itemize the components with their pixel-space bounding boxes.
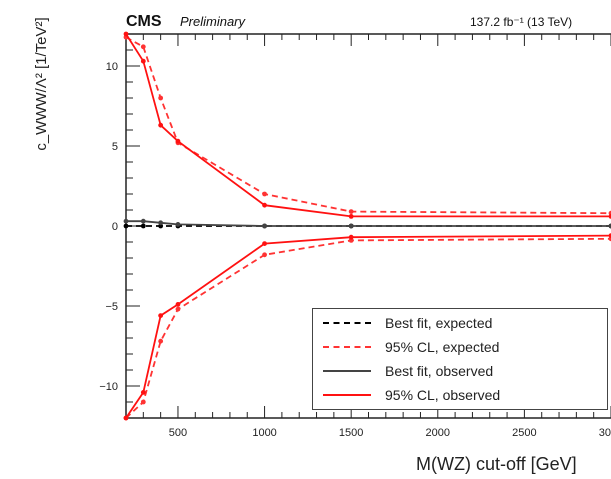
x-axis-label: M(WZ) cut-off [GeV] bbox=[416, 454, 577, 474]
series-point bbox=[158, 220, 164, 226]
series-point bbox=[262, 202, 267, 208]
series-point bbox=[262, 223, 267, 229]
series-point bbox=[158, 122, 164, 128]
series-point bbox=[140, 44, 146, 50]
series-point bbox=[348, 223, 354, 229]
legend-item-best-fit-expected: Best fit, expected bbox=[323, 313, 492, 333]
x-tick-label: 3000 bbox=[599, 427, 611, 439]
y-tick-label: −5 bbox=[105, 301, 118, 313]
y-axis-label: c_WWW/Λ² [1/TeV²] bbox=[33, 17, 50, 150]
legend: Best fit, expected 95% CL, expected Best… bbox=[312, 308, 608, 410]
series-point bbox=[175, 306, 181, 312]
legend-swatch bbox=[323, 346, 371, 348]
labels-group: CMS Preliminary 137.2 fb⁻¹ (13 TeV) M(WZ… bbox=[33, 13, 577, 474]
x-tick-label: 1000 bbox=[252, 427, 276, 439]
series-point bbox=[262, 252, 267, 258]
cms-label: CMS bbox=[126, 13, 162, 30]
series-point bbox=[348, 214, 354, 219]
legend-item-95cl-observed: 95% CL, observed bbox=[323, 385, 500, 405]
series-point bbox=[608, 214, 611, 219]
series-point bbox=[348, 209, 354, 215]
legend-swatch bbox=[323, 370, 371, 372]
legend-item-best-fit-observed: Best fit, observed bbox=[323, 361, 493, 381]
y-tick-label: −10 bbox=[99, 381, 118, 393]
series-group bbox=[123, 31, 611, 421]
series-point bbox=[175, 138, 181, 144]
series-point bbox=[123, 31, 129, 37]
legend-label: 95% CL, expected bbox=[385, 339, 500, 355]
series-point bbox=[140, 218, 146, 224]
series-point bbox=[175, 222, 181, 227]
series-point bbox=[175, 302, 181, 307]
luminosity-label: 137.2 fb⁻¹ (13 TeV) bbox=[470, 15, 572, 29]
series-point bbox=[158, 95, 164, 101]
series-line-1 bbox=[125, 36, 611, 215]
legend-label: Best fit, observed bbox=[385, 363, 494, 379]
series-point bbox=[158, 313, 164, 318]
legend-label: Best fit, expected bbox=[385, 315, 493, 331]
preliminary-label: Preliminary bbox=[180, 14, 247, 29]
x-tick-label: 500 bbox=[169, 427, 187, 439]
series-point bbox=[608, 233, 611, 238]
x-tick-label: 1500 bbox=[339, 427, 363, 439]
y-tick-label: 0 bbox=[112, 221, 118, 233]
series-point bbox=[140, 223, 146, 229]
y-tick-label: 10 bbox=[106, 61, 118, 73]
series-point bbox=[140, 58, 146, 64]
series-point bbox=[262, 191, 267, 197]
series-point bbox=[348, 234, 354, 240]
series-point bbox=[262, 241, 267, 247]
series-point bbox=[608, 223, 611, 229]
series-line-3 bbox=[126, 220, 611, 227]
series-point bbox=[140, 399, 146, 405]
series-point bbox=[158, 338, 164, 344]
series-point bbox=[123, 218, 129, 224]
series-point bbox=[140, 390, 146, 395]
legend-label: 95% CL, observed bbox=[385, 387, 501, 403]
series-point bbox=[123, 415, 129, 421]
legend-swatch bbox=[323, 394, 371, 396]
series-line-4 bbox=[125, 33, 611, 218]
series-point bbox=[123, 223, 129, 229]
legend-item-95cl-expected: 95% CL, expected bbox=[323, 337, 499, 357]
x-tick-label: 2000 bbox=[426, 427, 450, 439]
legend-swatch bbox=[323, 322, 371, 324]
y-tick-label: 5 bbox=[112, 141, 118, 153]
x-tick-label: 2500 bbox=[512, 427, 536, 439]
